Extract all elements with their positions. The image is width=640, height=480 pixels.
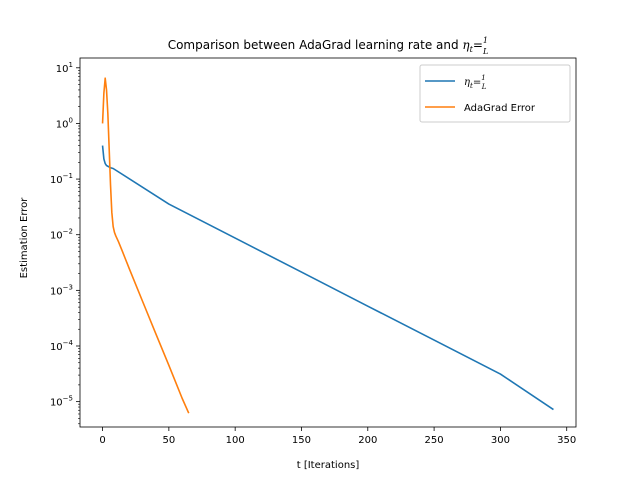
x-axis: 0 50 100 150 200 250 300 350 bbox=[99, 427, 576, 446]
legend: ηt=1 L AdaGrad Error bbox=[419, 64, 571, 123]
x-tick-label: 200 bbox=[358, 435, 377, 446]
y-tick-label: 101 bbox=[56, 61, 73, 75]
y-axis: 10−5 10−4 10−3 10−2 10−1 100 101 bbox=[50, 61, 80, 425]
y-tick-label: 10−5 bbox=[50, 395, 73, 409]
x-tick-label: 0 bbox=[99, 435, 105, 446]
series-layer bbox=[101, 77, 554, 414]
y-tick-label: 10−4 bbox=[50, 339, 74, 353]
plot-frame bbox=[79, 57, 577, 428]
legend-label-eta: ηt=1 L bbox=[464, 74, 487, 91]
legend-label-adagrad: AdaGrad Error bbox=[464, 103, 536, 114]
x-tick-label: 300 bbox=[491, 435, 510, 446]
y-axis-label: Estimation Error bbox=[19, 197, 30, 279]
y-tick-label: 100 bbox=[56, 116, 73, 130]
series-line-0 bbox=[101, 145, 554, 411]
legend-box bbox=[419, 64, 571, 123]
x-tick-label: 100 bbox=[226, 435, 245, 446]
x-tick-label: 50 bbox=[162, 435, 175, 446]
x-tick-label: 150 bbox=[292, 435, 311, 446]
series-line-1 bbox=[101, 77, 190, 414]
chart-title: Comparison between AdaGrad learning rate… bbox=[168, 36, 489, 56]
x-tick-label: 250 bbox=[425, 435, 444, 446]
y-tick-label: 10−2 bbox=[50, 228, 73, 242]
x-tick-label: 350 bbox=[557, 435, 576, 446]
y-tick-label: 10−1 bbox=[50, 172, 73, 186]
plot-area bbox=[79, 57, 577, 428]
y-tick-label: 10−3 bbox=[50, 283, 73, 297]
x-axis-label: t [Iterations] bbox=[297, 460, 360, 471]
